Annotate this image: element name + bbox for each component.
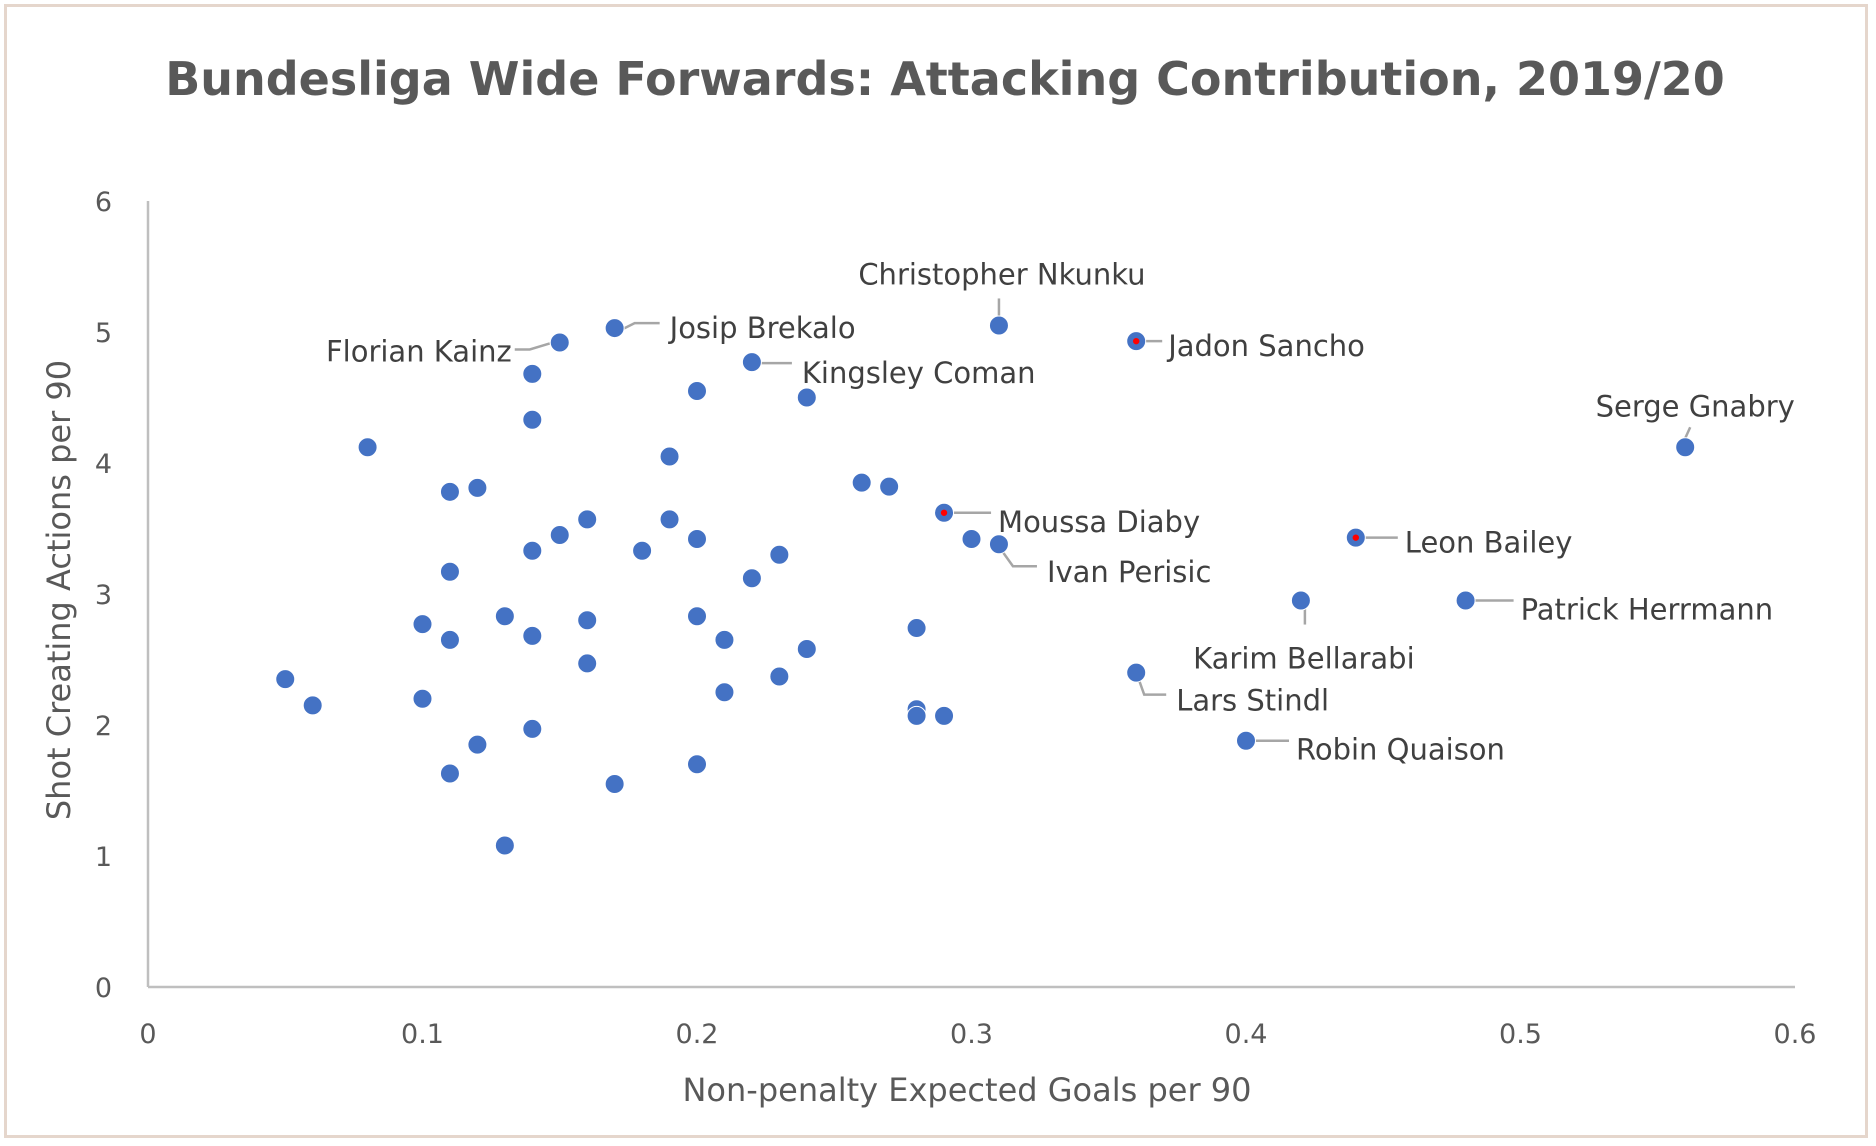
highlight-marker: [1352, 534, 1360, 541]
y-tick-label: 4: [95, 449, 112, 480]
data-point: [906, 705, 927, 726]
data-point: [687, 754, 707, 775]
data-point: [796, 639, 817, 660]
data-point: [741, 352, 762, 373]
data-point: [494, 606, 515, 627]
x-axis-title: Non-penalty Expected Goals per 90: [682, 1071, 1251, 1109]
data-point: [357, 437, 378, 458]
data-point: [522, 625, 543, 646]
point-label: Josip Brekalo: [668, 311, 856, 345]
data-point: [439, 561, 460, 582]
x-tick-label: 0.4: [1225, 1019, 1268, 1050]
data-point: [1290, 590, 1311, 611]
label-leader-lines: [514, 298, 1692, 742]
x-tick-label: 0.3: [950, 1019, 993, 1050]
data-point: [879, 476, 900, 497]
data-point: [412, 688, 433, 709]
data-point: [1455, 590, 1476, 611]
data-point: [1126, 662, 1147, 683]
y-axis-title: Shot Creating Actions per 90: [40, 360, 78, 820]
y-tick-label: 5: [95, 318, 112, 349]
data-point: [796, 387, 817, 408]
y-tick-labels: 0 1 2 3 4 5 6: [95, 187, 112, 1004]
point-label: Patrick Herrmann: [1521, 593, 1774, 627]
data-point: [467, 477, 488, 498]
data-point: [988, 534, 1009, 555]
data-point: [632, 540, 653, 561]
leader-line: [1138, 680, 1167, 696]
leader-line: [1001, 551, 1037, 568]
data-point: [522, 718, 543, 739]
point-label: Serge Gnabry: [1596, 389, 1795, 423]
chart-frame: Bundesliga Wide Forwards: Attacking Cont…: [4, 4, 1868, 1138]
data-point: [659, 509, 680, 530]
data-point: [604, 318, 625, 339]
point-label: Karim Bellarabi: [1193, 642, 1415, 676]
data-point: [302, 695, 323, 716]
point-label: Christopher Nkunku: [858, 257, 1145, 291]
data-point: [687, 606, 707, 627]
data-point: [988, 315, 1009, 336]
data-point: [687, 380, 707, 401]
x-tick-labels: 0 0.1 0.2 0.3 0.4 0.5 0.6: [139, 1019, 1816, 1050]
point-label: Ivan Perisic: [1047, 555, 1211, 589]
point-label: Florian Kainz: [326, 334, 512, 368]
data-point: [522, 363, 543, 384]
x-tick-label: 0.5: [1499, 1019, 1542, 1050]
y-tick-label: 6: [95, 187, 112, 218]
data-point: [604, 773, 625, 794]
data-point: [522, 409, 543, 430]
data-point: [522, 540, 543, 561]
point-label: Kingsley Coman: [802, 356, 1036, 390]
data-point: [659, 446, 680, 467]
data-point: [577, 653, 598, 674]
highlight-marker: [940, 509, 948, 516]
data-points: [275, 315, 1696, 856]
y-tick-label: 1: [95, 842, 112, 873]
point-label: Lars Stindl: [1176, 684, 1329, 718]
data-point: [549, 332, 570, 353]
data-point: [934, 705, 955, 726]
data-point: [577, 610, 598, 631]
y-tick-label: 0: [95, 973, 112, 1004]
data-point: [577, 509, 598, 530]
data-point: [961, 528, 982, 549]
data-point: [769, 544, 790, 565]
data-point: [275, 669, 296, 690]
x-tick-label: 0.2: [676, 1019, 719, 1050]
data-point: [494, 835, 515, 856]
data-point: [412, 614, 433, 635]
leader-line: [514, 342, 551, 351]
data-point: [549, 525, 570, 546]
chart-title: Bundesliga Wide Forwards: Attacking Cont…: [165, 52, 1725, 106]
data-point: [714, 682, 735, 703]
leader-line: [622, 321, 660, 331]
y-tick-label: 3: [95, 580, 112, 611]
data-point: [769, 666, 790, 687]
x-tick-label: 0.6: [1774, 1019, 1817, 1050]
data-point: [851, 472, 872, 493]
y-tick-label: 2: [95, 711, 112, 742]
data-point: [1675, 437, 1696, 458]
data-point: [714, 629, 735, 650]
leader-line: [1684, 426, 1692, 439]
point-labels: Florian Kainz Josip Brekalo Kingsley Coman…: [326, 257, 1795, 766]
data-point: [687, 528, 707, 549]
point-label: Jadon Sancho: [1166, 329, 1365, 363]
x-tick-label: 0.1: [401, 1019, 444, 1050]
data-point: [439, 629, 460, 650]
data-point: [439, 481, 460, 502]
scatter-chart: Bundesliga Wide Forwards: Attacking Cont…: [40, 52, 1816, 1109]
point-label: Robin Quaison: [1296, 733, 1505, 767]
data-point: [1236, 730, 1256, 751]
x-tick-label: 0: [139, 1019, 156, 1050]
data-point: [467, 734, 488, 755]
highlight-marker: [1133, 337, 1140, 345]
data-point: [741, 568, 762, 589]
point-label: Leon Bailey: [1405, 526, 1573, 560]
data-point: [906, 618, 927, 639]
point-label: Moussa Diaby: [998, 505, 1200, 539]
data-point: [439, 763, 460, 784]
